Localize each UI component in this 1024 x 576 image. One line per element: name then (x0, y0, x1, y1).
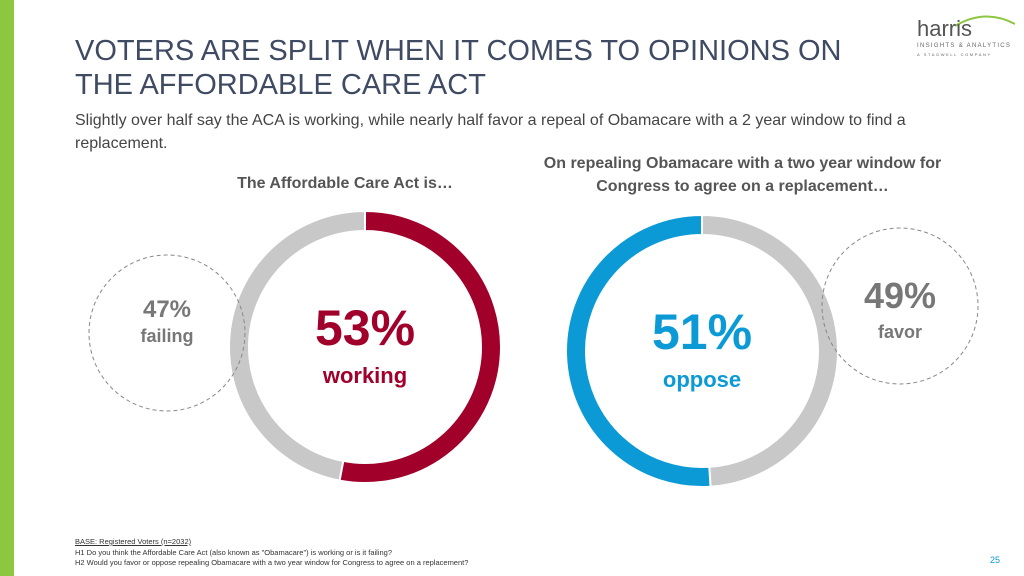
side-label: favor (878, 322, 922, 342)
accent-bar (0, 0, 14, 576)
footnote: BASE: Registered Voters (n=2032) (75, 537, 192, 546)
donut-segment (228, 209, 366, 482)
side-label: failing (141, 326, 194, 346)
side-circle (821, 227, 979, 385)
center-label: working (322, 363, 407, 388)
center-value: 51% (652, 304, 752, 360)
center-label: oppose (663, 367, 741, 392)
logo-graphic: harris INSIGHTS & ANALYTICS A STAGWELL C… (917, 15, 1016, 57)
logo-arc (954, 15, 1016, 27)
footnote: H1 Do you think the Affordable Care Act … (75, 547, 393, 557)
page-number: 25 (990, 555, 1001, 565)
donut-segment (565, 213, 712, 488)
side-value: 47% (143, 296, 191, 323)
chart-title: On repealing Obamacare with a two year w… (543, 155, 942, 195)
logo-sub: A STAGWELL COMPANY (917, 52, 992, 57)
side-value: 49% (864, 275, 936, 316)
logo-tagline: INSIGHTS & ANALYTICS (917, 43, 1011, 49)
slide-title: VOTERS ARE SPLIT WHEN IT COMES TO OPINIO… (75, 35, 842, 101)
center-value: 53% (315, 300, 415, 356)
footnote: H2 Would you favor or oppose repealing O… (75, 558, 469, 567)
logo: harris INSIGHTS & ANALYTICS A STAGWELL C… (915, 12, 1016, 67)
slide-subtitle: Slightly over half say the ACA is workin… (75, 112, 906, 152)
side-circle (88, 254, 246, 412)
footnotes: BASE: Registered Voters (n=2032) H1 Do y… (75, 537, 468, 569)
chart-title: The Affordable Care Act is… (237, 175, 453, 192)
logo-text: harris (917, 16, 972, 41)
